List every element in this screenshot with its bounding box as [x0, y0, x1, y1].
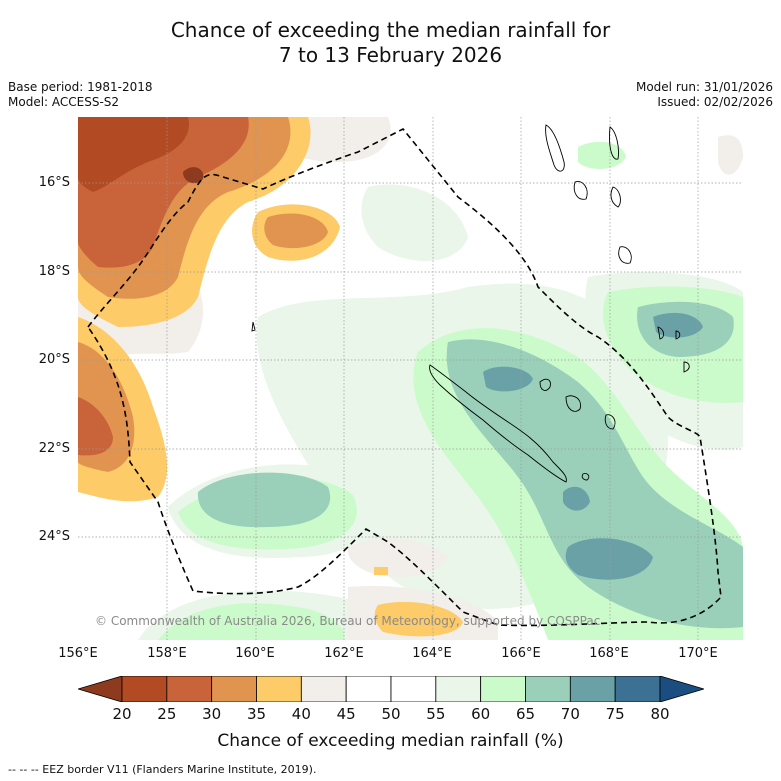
region-25-30-west — [78, 397, 113, 456]
colorbar-tick-30: 30 — [202, 705, 222, 723]
lon-label-170e: 170°E — [678, 646, 718, 661]
colorbar-cell-45-50 — [345, 676, 392, 702]
chart-title: Chance of exceeding the median rainfall … — [0, 18, 781, 68]
issued-date: Issued: 02/02/2026 — [657, 95, 773, 109]
colorbar-tick-45: 45 — [336, 705, 356, 723]
colorbar-cell-60-65 — [480, 676, 526, 702]
new-caledonia-island — [429, 364, 567, 483]
region-35-40-small — [374, 567, 388, 575]
eez-legend-note: -- -- -- EEZ border V11 (Flanders Marine… — [8, 763, 317, 776]
vanuatu-islands-3 — [573, 181, 588, 200]
colorbar-tick-60: 60 — [471, 705, 491, 723]
region-60-65-ne — [578, 141, 626, 169]
copyright-text: © Commonwealth of Australia 2026, Bureau… — [95, 614, 601, 628]
vanuatu-islands-2 — [609, 126, 619, 160]
colorbar-cell-65-70 — [525, 676, 571, 702]
lat-label-20s: 20°S — [38, 352, 70, 367]
loyalty-island-2 — [565, 395, 581, 412]
region-40-45-ne — [718, 135, 743, 175]
region-70-75-c — [565, 538, 653, 580]
colorbar-cell-20-25 — [121, 676, 168, 702]
lat-label-24s: 24°S — [38, 529, 70, 544]
colorbar-extend-low — [78, 676, 123, 702]
vanuatu-islands-north — [545, 124, 565, 172]
colorbar-cell-55-60 — [435, 676, 482, 702]
region-55-60-north — [361, 184, 468, 261]
region-70-75-d — [653, 312, 703, 338]
region-20-25-spot — [183, 167, 204, 184]
colorbar-cell-75-80 — [614, 676, 661, 702]
title-line-2: 7 to 13 February 2026 — [278, 43, 503, 67]
colorbar-tick-25: 25 — [157, 705, 177, 723]
lon-label-158e: 158°E — [147, 646, 187, 661]
rainfall-map — [78, 117, 743, 640]
region-35-40-south — [374, 601, 463, 637]
isle-of-pines — [581, 473, 590, 481]
colorbar-extend-high — [659, 676, 704, 702]
lat-label-16s: 16°S — [38, 175, 70, 190]
colorbar-tick-65: 65 — [515, 705, 536, 723]
vanuatu-islands-5 — [618, 246, 632, 264]
region-70-75-b — [563, 486, 590, 511]
base-period: Base period: 1981-2018 — [8, 80, 153, 94]
loyalty-island-1 — [539, 378, 551, 391]
colorbar-cell-70-75 — [569, 676, 616, 702]
lon-label-156e: 156°E — [58, 646, 98, 661]
colorbar-tick-75: 75 — [605, 705, 625, 723]
lon-label-162e: 162°E — [324, 646, 364, 661]
lon-label-168e: 168°E — [589, 646, 629, 661]
colorbar-tick-70: 70 — [560, 705, 580, 723]
colorbar-tick-35: 35 — [246, 705, 267, 723]
region-40-45-south — [347, 538, 448, 577]
region-20-25-nw — [78, 117, 189, 192]
title-line-1: Chance of exceeding the median rainfall … — [170, 18, 611, 42]
lon-label-160e: 160°E — [235, 646, 275, 661]
region-70-75-a — [483, 366, 533, 392]
colorbar-tick-80: 80 — [650, 705, 670, 723]
colorbar-tick-40: 40 — [291, 705, 311, 723]
colorbar-tick-55: 55 — [426, 705, 446, 723]
lon-label-166e: 166°E — [501, 646, 541, 661]
chesterfield — [251, 321, 256, 332]
region-65-70-southwest — [197, 472, 331, 528]
region-60-65-south — [158, 603, 345, 640]
colorbar-cell-30-35 — [211, 676, 257, 702]
lat-label-18s: 18°S — [38, 264, 70, 279]
meta-right: Model run: 31/01/2026 Issued: 02/02/2026 — [636, 80, 773, 110]
colorbar-title: Chance of exceeding median rainfall (%) — [217, 731, 564, 751]
lon-label-164e: 164°E — [412, 646, 452, 661]
graticule — [78, 117, 743, 640]
vanuatu-islands-4 — [610, 186, 621, 208]
region-30-35-blob — [264, 213, 328, 249]
loyalty-island-3 — [604, 414, 616, 430]
model-run: Model run: 31/01/2026 — [635, 80, 773, 94]
eez-border — [87, 127, 722, 627]
vanuatu-islands-6 — [657, 326, 690, 373]
model-name: Model: ACCESS-S2 — [8, 95, 120, 109]
colorbar-cells — [78, 676, 704, 702]
colorbar-cell-50-55 — [390, 676, 437, 702]
colorbar-cell-40-45 — [300, 676, 347, 702]
colorbar-cell-25-30 — [166, 676, 213, 702]
map-panel — [78, 117, 743, 640]
colorbar-cell-35-40 — [256, 676, 302, 702]
colorbar — [78, 676, 704, 702]
meta-left: Base period: 1981-2018 Model: ACCESS-S2 — [8, 80, 153, 110]
colorbar-tick-20: 20 — [112, 705, 132, 723]
lat-label-22s: 22°S — [38, 441, 70, 456]
colorbar-tick-50: 50 — [381, 705, 401, 723]
